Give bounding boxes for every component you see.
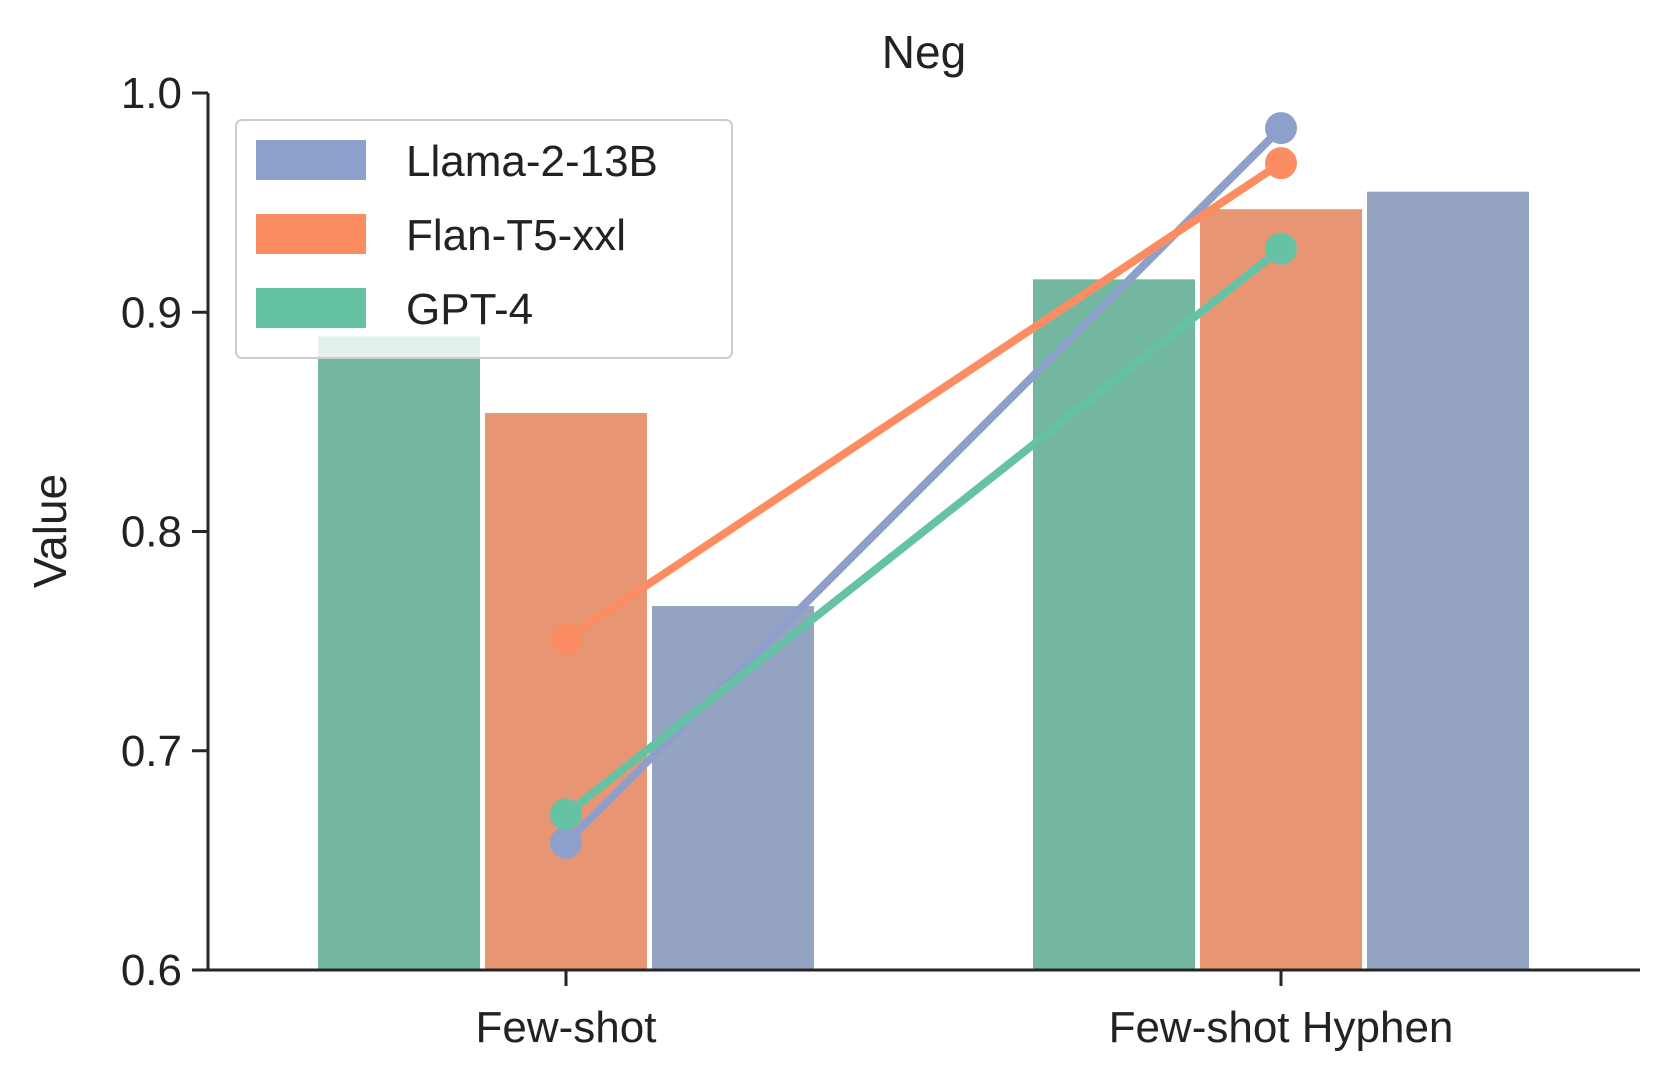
y-axis-label: Value xyxy=(24,474,76,588)
series-point xyxy=(550,622,582,655)
series-point xyxy=(1265,112,1297,145)
y-ticks: 0.6 0.7 0.8 0.9 1.0 xyxy=(121,69,208,995)
legend-swatch xyxy=(256,214,366,254)
bar xyxy=(318,336,480,970)
y-tick-label: 0.7 xyxy=(121,727,182,776)
legend-items: Llama-2-13B Flan-T5-xxl GPT-4 xyxy=(256,137,658,334)
series-point xyxy=(1265,232,1297,265)
bar xyxy=(652,606,814,970)
legend-swatch xyxy=(256,140,366,180)
chart-title: Neg xyxy=(882,26,966,78)
series-point xyxy=(1265,147,1297,180)
bars-layer xyxy=(318,191,1529,971)
y-tick-label: 0.8 xyxy=(121,508,182,557)
lines-layer xyxy=(550,112,1297,859)
series-line xyxy=(562,159,1285,643)
y-tick-label: 0.6 xyxy=(121,946,182,995)
legend-swatch xyxy=(256,288,366,328)
series-point xyxy=(550,826,582,859)
legend-label: GPT-4 xyxy=(406,285,533,334)
legend-label: Llama-2-13B xyxy=(406,137,658,186)
x-tick-label: Few-shot Hyphen xyxy=(1109,1003,1454,1052)
bar xyxy=(1033,279,1195,970)
legend-label: Flan-T5-xxl xyxy=(406,211,626,260)
y-tick-label: 0.9 xyxy=(121,288,182,337)
bar xyxy=(1200,209,1362,970)
x-ticks: Few-shot Few-shot Hyphen xyxy=(476,970,1454,1052)
bar xyxy=(1367,191,1529,971)
x-tick-label: Few-shot xyxy=(476,1003,657,1052)
bar xyxy=(485,413,647,971)
legend: Llama-2-13B Flan-T5-xxl GPT-4 xyxy=(235,119,733,359)
y-tick-label: 1.0 xyxy=(121,69,182,118)
series-line xyxy=(562,244,1285,819)
series-point xyxy=(550,798,582,831)
